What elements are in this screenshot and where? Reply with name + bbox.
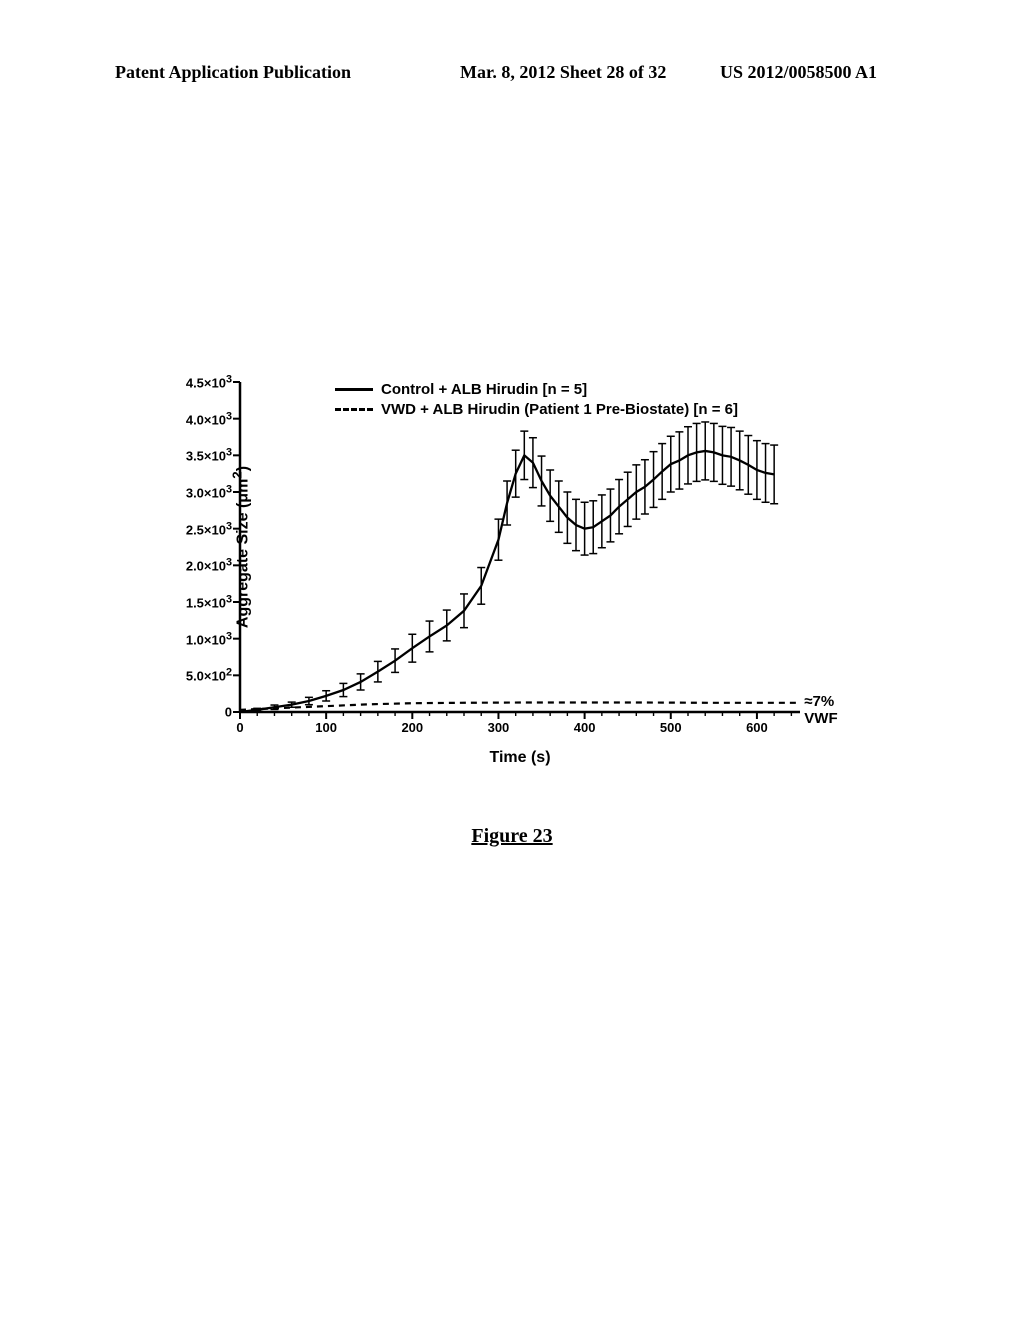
x-tick-label: 100 [315, 720, 337, 735]
chart: Aggregate Size (μm2) Time (s) Control + … [240, 382, 800, 712]
x-tick-label: 400 [574, 720, 596, 735]
chart-svg [240, 382, 800, 712]
x-tick-label: 200 [401, 720, 423, 735]
header-pubnum: US 2012/0058500 A1 [720, 62, 877, 83]
figure-caption: Figure 23 [471, 825, 552, 848]
y-tick-label: 0 [225, 705, 232, 720]
x-tick-label: 500 [660, 720, 682, 735]
y-tick-label: 2.0×103 [186, 557, 232, 574]
figure: Aggregate Size (μm2) Time (s) Control + … [140, 382, 910, 802]
header-publication: Patent Application Publication [115, 62, 351, 83]
page: Patent Application Publication Mar. 8, 2… [0, 0, 1024, 1320]
y-tick-label: 3.5×103 [186, 447, 232, 464]
header-date-sheet: Mar. 8, 2012 Sheet 28 of 32 [460, 62, 666, 83]
y-tick-label: 1.5×103 [186, 593, 232, 610]
y-tick-label: 4.5×103 [186, 373, 232, 390]
y-tick-label: 2.5×103 [186, 520, 232, 537]
vwf-annotation: ≈7% VWF [804, 693, 837, 727]
x-tick-label: 300 [488, 720, 510, 735]
y-tick-label: 5.0×102 [186, 667, 232, 684]
y-tick-label: 1.0×103 [186, 630, 232, 647]
x-tick-label: 600 [746, 720, 768, 735]
x-axis-label: Time (s) [489, 749, 550, 767]
x-tick-label: 0 [236, 720, 243, 735]
y-tick-label: 4.0×103 [186, 410, 232, 427]
y-tick-label: 3.0×103 [186, 483, 232, 500]
